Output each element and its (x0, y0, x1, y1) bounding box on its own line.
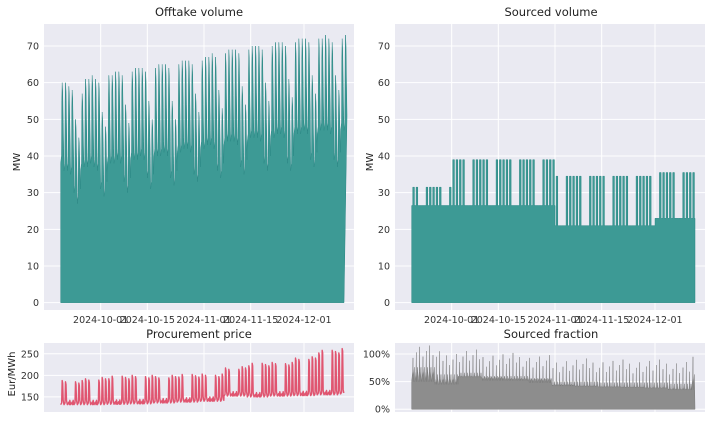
y-tick-label: 20 (27, 225, 39, 236)
series-offtake-area (60, 34, 348, 303)
y-tick-label: 10 (27, 262, 39, 273)
y-tick-label: 100% (363, 350, 390, 361)
x-tick-label: 2024-12-01 (627, 315, 682, 326)
y-tick-label: 30 (378, 188, 390, 199)
plot-price: 150 200 250 (21, 343, 354, 412)
y-tick-label: 70 (378, 42, 390, 53)
y-tick-label: 0 (33, 298, 39, 309)
series-sourced-area (411, 159, 696, 303)
x-tick-label: 2024-11-15 (574, 315, 629, 326)
series-price-line (60, 347, 345, 406)
series-fraction-area (411, 345, 696, 410)
y-tick-label: 250 (21, 349, 39, 360)
chart-title-sourced: Sourced volume (504, 5, 597, 19)
y-tick-label: 0 (384, 298, 390, 309)
y-tick-label: 150 (21, 392, 39, 403)
y-tick-label: 20 (378, 225, 390, 236)
y-tick-label: 40 (27, 152, 39, 163)
y-tick-label: 60 (378, 78, 390, 89)
x-tick-label: 2024-11-15 (223, 315, 278, 326)
x-tick-label: 2024-11-01 (527, 315, 582, 326)
y-tick-label: 60 (27, 78, 39, 89)
chart-title-price: Procurement price (146, 327, 252, 341)
plot-fraction: 0% 50% 100% (363, 343, 705, 416)
y-tick-label: 10 (378, 262, 390, 273)
y-tick-label: 50 (27, 115, 39, 126)
y-tick-label: 200 (21, 371, 39, 382)
chart-title-offtake: Offtake volume (155, 5, 243, 19)
y-tick-label: 0% (375, 405, 390, 416)
x-tick-label: 2024-10-15 (120, 315, 175, 326)
ylabel-sourced: MW (365, 153, 376, 172)
x-tick-label: 2024-11-01 (176, 315, 231, 326)
chart-title-fraction: Sourced fraction (504, 327, 599, 341)
y-tick-label: 50 (378, 115, 390, 126)
x-tick-label: 2024-10-01 (73, 315, 128, 326)
y-tick-label: 30 (27, 188, 39, 199)
y-tick-label: 70 (27, 42, 39, 53)
x-tick-label: 2024-10-01 (424, 315, 479, 326)
x-tick-label: 2024-10-15 (471, 315, 526, 326)
ylabel-offtake: MW (12, 153, 23, 172)
y-tick-label: 40 (378, 152, 390, 163)
ylabel-price: Eur/MWh (7, 352, 18, 397)
y-tick-label: 50% (369, 377, 390, 388)
x-tick-label: 2024-12-01 (276, 315, 331, 326)
